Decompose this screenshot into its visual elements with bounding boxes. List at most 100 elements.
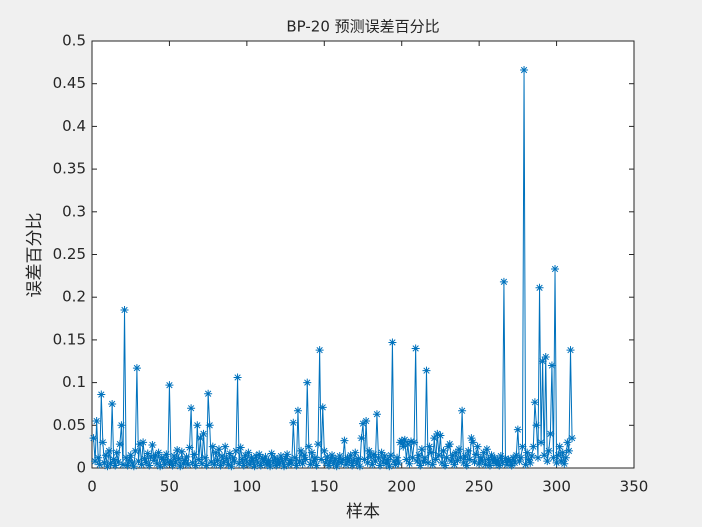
data-marker <box>242 458 251 467</box>
data-marker <box>304 442 313 451</box>
data-marker <box>352 459 361 468</box>
data-marker <box>139 438 148 447</box>
data-marker <box>437 458 446 467</box>
data-marker <box>132 364 141 373</box>
data-marker <box>276 452 285 461</box>
data-marker <box>154 448 163 457</box>
data-marker <box>245 460 254 469</box>
data-marker <box>253 458 262 467</box>
data-marker <box>416 461 425 470</box>
data-marker <box>280 462 289 471</box>
data-marker <box>345 458 354 467</box>
data-marker <box>428 460 437 469</box>
data-marker <box>289 418 298 427</box>
data-marker <box>115 440 124 449</box>
data-marker <box>530 398 539 407</box>
y-tick-label: 0.15 <box>53 330 86 348</box>
data-marker <box>213 456 222 465</box>
data-marker <box>211 448 220 457</box>
data-marker <box>103 462 112 471</box>
data-marker <box>546 429 555 438</box>
data-marker <box>520 66 529 75</box>
data-marker <box>420 453 429 462</box>
data-marker <box>487 451 496 460</box>
data-marker <box>196 434 205 443</box>
data-marker <box>388 338 397 347</box>
data-marker <box>547 361 556 370</box>
data-marker <box>490 453 499 462</box>
data-marker <box>149 456 158 465</box>
data-marker <box>230 457 239 466</box>
data-marker <box>338 455 347 464</box>
data-marker <box>281 454 290 463</box>
data-marker <box>334 457 343 466</box>
data-marker <box>312 461 321 470</box>
data-marker <box>160 460 169 469</box>
data-marker <box>269 458 278 467</box>
data-marker <box>214 445 223 454</box>
y-tick-label: 0.45 <box>53 74 86 92</box>
data-marker <box>94 453 103 462</box>
data-marker <box>98 438 107 447</box>
data-marker <box>524 455 533 464</box>
data-marker <box>202 461 211 470</box>
data-marker <box>348 461 357 470</box>
data-marker <box>273 455 282 464</box>
data-marker <box>329 459 338 468</box>
data-marker <box>179 459 188 468</box>
y-tick-label: 0 <box>76 459 86 477</box>
data-marker <box>510 458 519 467</box>
data-marker <box>351 448 360 457</box>
data-marker <box>97 390 106 399</box>
data-marker <box>171 458 180 467</box>
data-marker <box>126 451 135 460</box>
data-marker <box>283 450 292 459</box>
data-marker <box>533 453 542 462</box>
y-tick-label: 0.25 <box>53 245 86 263</box>
data-marker <box>184 460 193 469</box>
data-marker <box>563 438 572 447</box>
data-marker <box>153 459 162 468</box>
data-marker <box>403 440 412 449</box>
y-tick-label: 0.35 <box>53 160 86 178</box>
data-marker <box>509 453 518 462</box>
data-marker <box>475 459 484 468</box>
data-marker <box>332 462 341 471</box>
data-marker <box>255 450 264 459</box>
data-marker <box>377 448 386 457</box>
data-marker <box>295 457 304 466</box>
data-marker <box>340 436 349 445</box>
y-tick-label: 0.4 <box>62 117 86 135</box>
y-tick-label: 0.3 <box>62 202 86 220</box>
data-marker <box>349 456 358 465</box>
data-marker <box>267 449 276 458</box>
data-marker <box>402 455 411 464</box>
data-marker <box>473 442 482 451</box>
data-marker <box>448 451 457 460</box>
data-marker <box>560 459 569 468</box>
data-marker <box>256 461 265 470</box>
data-marker <box>222 454 231 463</box>
data-marker <box>337 458 346 467</box>
data-marker <box>272 461 281 470</box>
data-marker <box>482 445 491 454</box>
data-marker <box>465 455 474 464</box>
data-marker <box>262 460 271 469</box>
data-marker <box>191 461 200 470</box>
data-marker <box>566 346 575 355</box>
x-tick-label: 250 <box>465 478 494 496</box>
data-marker <box>100 458 109 467</box>
data-marker <box>499 277 508 286</box>
data-marker <box>355 462 364 471</box>
data-marker <box>400 435 409 444</box>
data-marker <box>385 462 394 471</box>
data-marker <box>529 442 538 451</box>
data-marker <box>568 434 577 443</box>
data-marker <box>357 434 366 443</box>
data-marker <box>185 443 194 452</box>
y-tick-label: 0.2 <box>62 288 86 306</box>
data-marker <box>481 460 490 469</box>
data-marker <box>170 452 179 461</box>
data-marker <box>309 458 318 467</box>
data-marker <box>414 451 423 460</box>
